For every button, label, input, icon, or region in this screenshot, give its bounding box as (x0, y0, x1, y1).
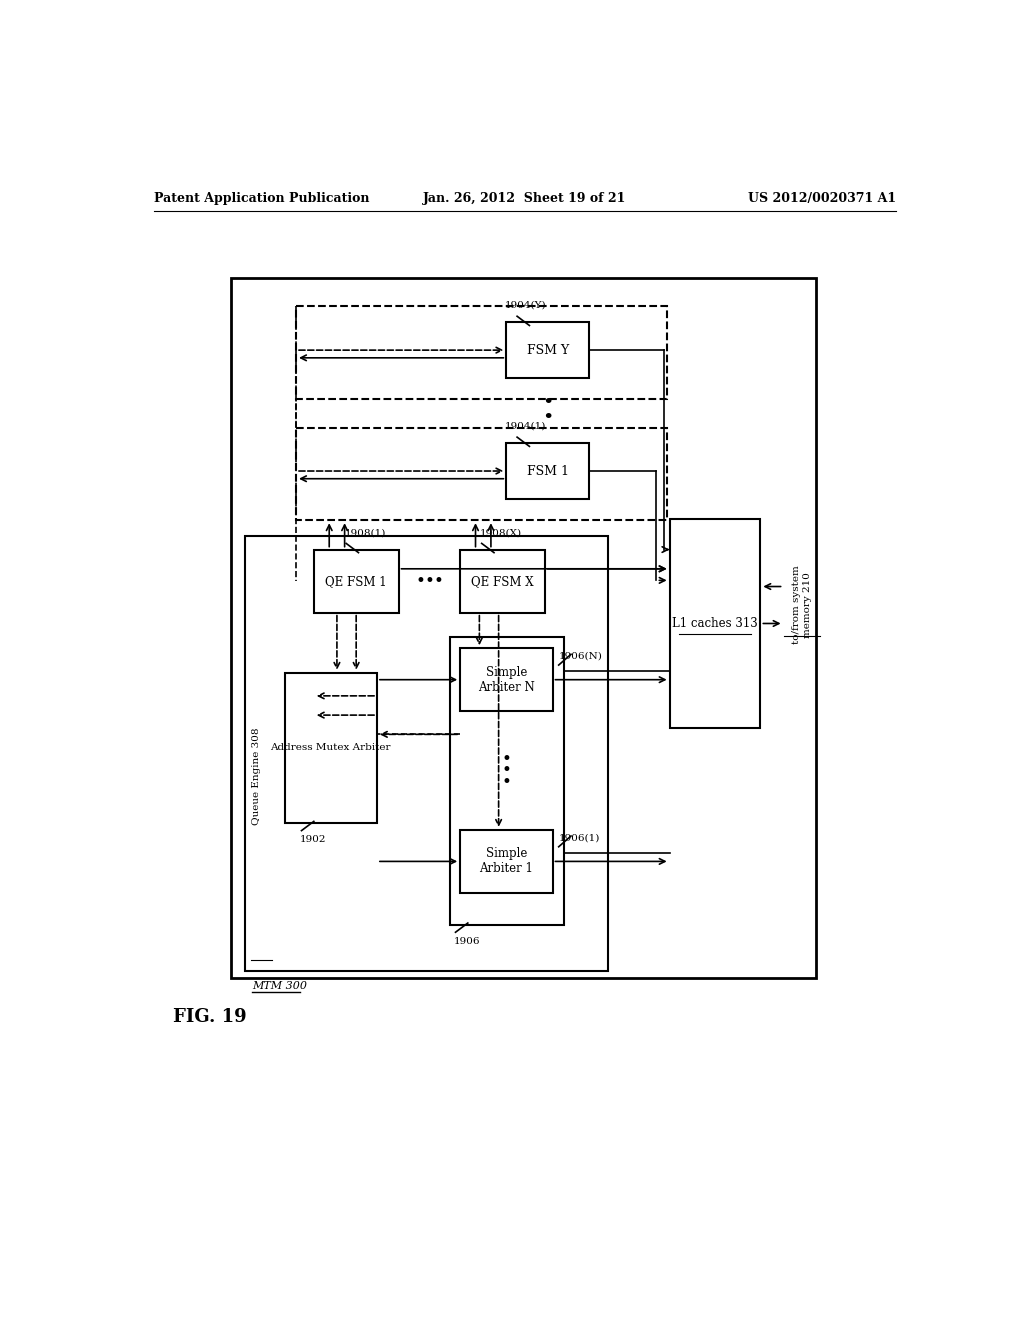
Text: Simple
Arbiter N: Simple Arbiter N (478, 665, 535, 694)
Text: 1906(N): 1906(N) (559, 651, 602, 660)
Bar (296, 306, 668, 399)
Bar (460, 549, 545, 612)
Text: FSM 1: FSM 1 (527, 465, 569, 478)
Bar (506, 322, 590, 378)
Text: Jan. 26, 2012  Sheet 19 of 21: Jan. 26, 2012 Sheet 19 of 21 (423, 191, 627, 205)
Text: •: • (415, 573, 425, 590)
Bar (460, 830, 553, 892)
Text: •: • (543, 409, 554, 428)
Bar (670, 519, 761, 729)
Text: FIG. 19: FIG. 19 (173, 1008, 247, 1026)
Bar (296, 428, 668, 520)
Text: Address Mutex Arbiter: Address Mutex Arbiter (270, 743, 391, 752)
Bar (230, 277, 816, 978)
Text: Simple
Arbiter 1: Simple Arbiter 1 (479, 847, 534, 875)
Text: QE FSM X: QE FSM X (471, 574, 534, 587)
Text: •: • (543, 393, 554, 412)
Text: 1906(1): 1906(1) (559, 833, 600, 842)
Text: 1904(1): 1904(1) (505, 422, 546, 430)
Text: Patent Application Publication: Patent Application Publication (154, 191, 370, 205)
Bar (313, 549, 398, 612)
Text: FSM Y: FSM Y (526, 343, 569, 356)
Text: •: • (502, 762, 511, 779)
Text: MTM 300: MTM 300 (252, 981, 307, 991)
Bar (460, 648, 553, 711)
Text: QE FSM 1: QE FSM 1 (326, 574, 387, 587)
Text: to/from system
memory 210: to/from system memory 210 (793, 566, 812, 644)
Text: •: • (433, 573, 443, 590)
Text: 1906: 1906 (454, 937, 480, 946)
Text: 1908(1): 1908(1) (345, 528, 386, 537)
Text: 1904(Y): 1904(Y) (505, 301, 547, 310)
Text: US 2012/0020371 A1: US 2012/0020371 A1 (748, 191, 896, 205)
Text: 1908(X): 1908(X) (479, 528, 521, 537)
Text: Queue Engine 308: Queue Engine 308 (252, 727, 261, 825)
Bar (506, 444, 590, 499)
Text: •: • (502, 751, 511, 767)
Text: •: • (502, 774, 511, 791)
Bar (245, 536, 608, 970)
Text: •: • (424, 573, 434, 590)
Text: 1902: 1902 (300, 836, 327, 845)
Bar (451, 638, 564, 924)
Text: L1 caches 313: L1 caches 313 (672, 616, 758, 630)
Bar (285, 673, 377, 822)
